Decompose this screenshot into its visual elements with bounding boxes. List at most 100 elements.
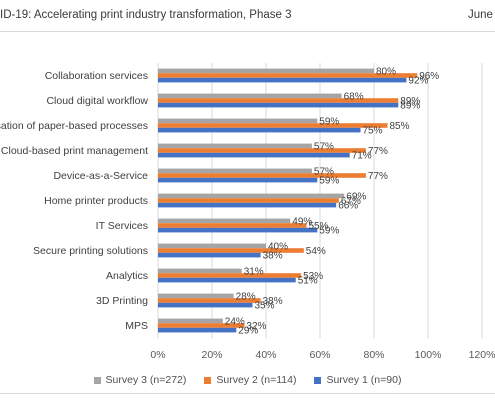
data-label: 85% xyxy=(390,121,410,132)
data-label: 66% xyxy=(338,201,358,212)
data-label: 77% xyxy=(368,171,388,182)
bar xyxy=(158,202,337,208)
bar xyxy=(158,102,399,108)
page-date: June 2 xyxy=(468,9,495,21)
bar xyxy=(158,318,223,324)
bar xyxy=(158,243,266,249)
category-label: Home printer products xyxy=(44,195,148,207)
bar xyxy=(158,248,304,253)
x-tick-label: 20% xyxy=(201,349,222,361)
category-label: Cloud digital workflow xyxy=(46,95,148,107)
data-label: 92% xyxy=(408,76,428,87)
header-divider xyxy=(0,31,495,32)
x-tick-label: 100% xyxy=(415,349,442,361)
bar xyxy=(158,98,399,103)
bar xyxy=(158,152,350,158)
data-label: 38% xyxy=(263,296,283,307)
bar xyxy=(158,252,261,258)
bar xyxy=(158,143,312,149)
data-label: 24% xyxy=(225,317,245,328)
data-label: 89% xyxy=(400,96,420,107)
legend-label-survey-3: Survey 3 (n=272) xyxy=(105,374,187,386)
category-label: MPS xyxy=(125,320,148,332)
bar xyxy=(158,168,312,174)
data-label: 28% xyxy=(236,292,256,303)
data-label: 53% xyxy=(303,271,323,282)
data-label: 71% xyxy=(352,151,372,162)
category-label: tisation of paper-based processes xyxy=(0,120,148,132)
bar xyxy=(158,302,253,308)
data-label: 54% xyxy=(306,246,326,257)
data-label: 59% xyxy=(319,176,339,187)
data-label: 32% xyxy=(246,321,266,332)
bar xyxy=(158,293,234,299)
footer-divider xyxy=(0,393,495,394)
bar xyxy=(158,193,345,199)
legend-swatch-survey-3 xyxy=(93,376,101,384)
bar xyxy=(158,93,342,99)
label-layer: 0% 20% 40% 60% 80% 100% 120% Collaboration serv… xyxy=(0,67,495,362)
x-tick-label: 80% xyxy=(363,349,384,361)
bar xyxy=(158,118,318,124)
category-label: Device-as-a-Service xyxy=(53,170,148,182)
bar xyxy=(158,218,291,224)
data-label: 31% xyxy=(244,267,264,278)
bar xyxy=(158,223,307,228)
category-label: Collaboration services xyxy=(45,70,148,82)
bar xyxy=(158,68,374,74)
bar xyxy=(158,298,261,303)
x-tick-label: 60% xyxy=(309,349,330,361)
data-label: 55% xyxy=(309,221,329,232)
bar xyxy=(158,277,296,283)
data-label: 38% xyxy=(263,251,283,262)
x-tick-label: 120% xyxy=(469,349,495,361)
data-label: 89% xyxy=(400,101,420,112)
bar xyxy=(158,173,366,178)
data-label: 59% xyxy=(319,117,339,128)
category-label: Secure printing solutions xyxy=(33,245,148,257)
legend-label-survey-1: Survey 1 (n=90) xyxy=(326,374,402,386)
bar xyxy=(158,148,366,153)
bar xyxy=(158,127,361,133)
bar xyxy=(158,77,407,83)
data-label: 67% xyxy=(341,196,361,207)
bar xyxy=(158,268,242,274)
category-label: IT Services xyxy=(96,220,148,232)
bar xyxy=(158,177,318,183)
bar xyxy=(158,73,418,78)
bar xyxy=(158,227,318,233)
data-label: 57% xyxy=(314,167,334,178)
data-label: 40% xyxy=(268,242,288,253)
x-tick-label: 40% xyxy=(255,349,276,361)
horizontal-bar-chart: 0% 20% 40% 60% 80% 100% 120% Collaboration serv… xyxy=(0,63,495,362)
data-label: 35% xyxy=(255,301,275,312)
data-label: 68% xyxy=(344,92,364,103)
data-label: 80% xyxy=(376,67,396,78)
category-label: Cloud-based print management xyxy=(1,145,148,157)
data-label: 59% xyxy=(319,226,339,237)
bar xyxy=(158,323,245,328)
bar xyxy=(158,273,302,278)
data-label: 29% xyxy=(238,326,258,337)
x-tick-label: 0% xyxy=(150,349,165,361)
legend-label-survey-2: Survey 2 (n=114) xyxy=(216,374,297,386)
data-label: 69% xyxy=(346,192,366,203)
bar-layer xyxy=(158,68,418,333)
category-label: 3D Printing xyxy=(96,295,148,307)
bar xyxy=(158,123,388,128)
data-label: 96% xyxy=(419,71,439,82)
legend-swatch-survey-1 xyxy=(314,376,322,384)
chart-legend: Survey 3 (n=272) Survey 2 (n=114) Survey… xyxy=(0,374,495,386)
legend-item-survey-1: Survey 1 (n=90) xyxy=(314,374,401,386)
legend-item-survey-3: Survey 3 (n=272) xyxy=(93,374,187,386)
data-label: 57% xyxy=(314,142,334,153)
data-label: 49% xyxy=(292,217,312,228)
page-title: ID-19: Accelerating print industry trans… xyxy=(0,9,292,21)
category-label: Analytics xyxy=(106,270,148,282)
data-label: 75% xyxy=(363,126,383,137)
bar xyxy=(158,198,339,203)
legend-item-survey-2: Survey 2 (n=114) xyxy=(204,374,296,386)
data-label: 77% xyxy=(368,146,388,157)
bar xyxy=(158,327,237,333)
legend-swatch-survey-2 xyxy=(204,376,212,384)
